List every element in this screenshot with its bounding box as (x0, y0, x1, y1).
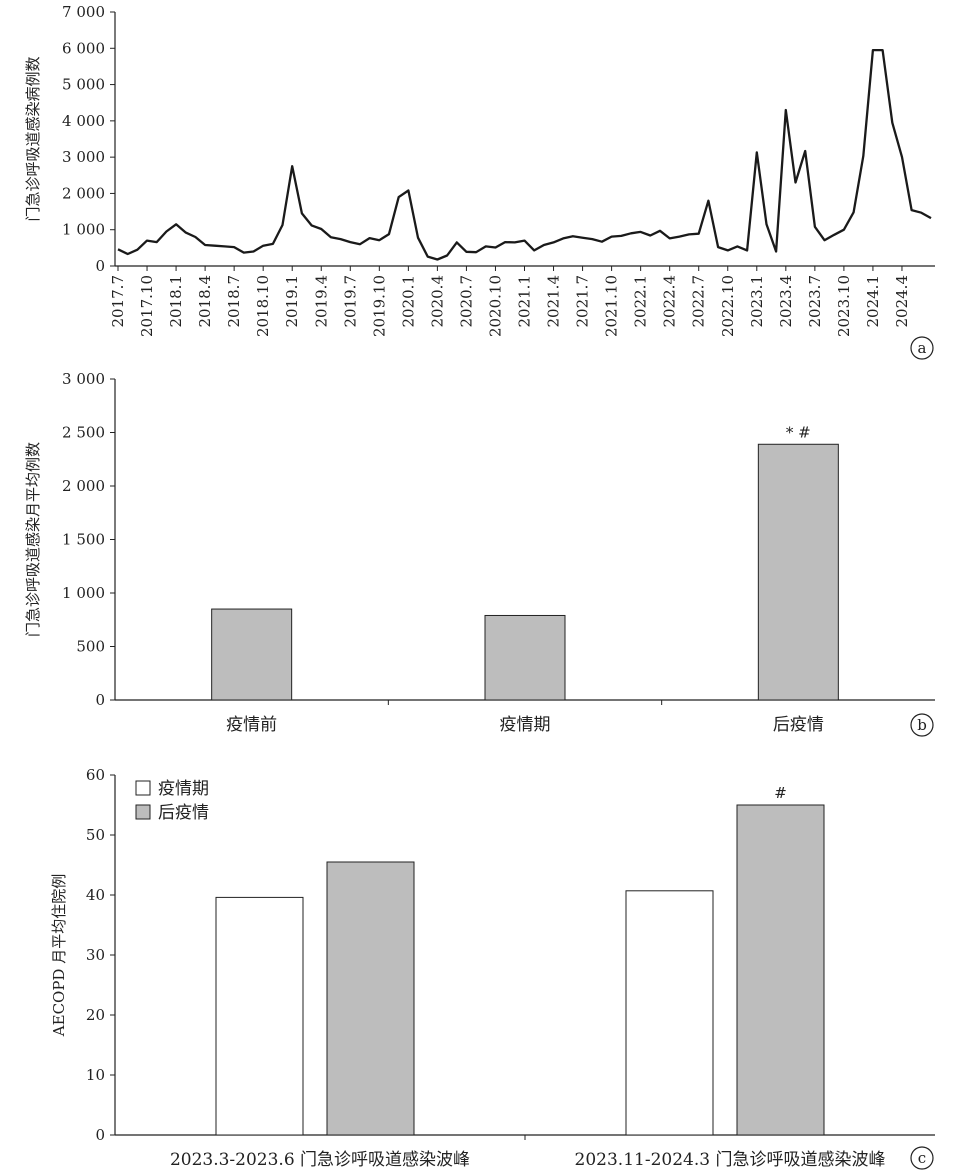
y-tick-label: 0 (95, 1126, 105, 1144)
y-tick-label: 2 000 (62, 477, 105, 495)
y-axis-label: AECOPD 月平均住院例 (50, 874, 68, 1037)
y-tick-label: 1 000 (62, 584, 105, 602)
series-line (117, 48, 932, 261)
x-tick-label: 2023.7 (806, 275, 824, 328)
y-tick-label: 30 (86, 946, 105, 964)
y-tick-label: 6 000 (62, 39, 105, 57)
x-tick-label: 2021.1 (516, 275, 534, 328)
y-tick-label: 2 500 (62, 424, 105, 442)
y-tick-label: 0 (95, 257, 105, 275)
legend-swatch (135, 780, 151, 796)
x-tick-label: 2018.1 (167, 275, 185, 328)
bar (757, 443, 839, 701)
panel-c: 0 10 20 30 40 50 60 2023.3-2023.6 门急诊呼吸道感染波峰 #20… (50, 766, 935, 1170)
y-tick-label: 2 000 (62, 184, 105, 202)
panel-label-circle (910, 336, 934, 360)
bar (625, 890, 714, 1136)
x-tick-label: 2023.10 (835, 275, 853, 337)
category-label: 后疫情 (773, 715, 824, 735)
x-tick-label: 2023.1 (748, 275, 766, 328)
bar (211, 608, 293, 701)
bar (326, 861, 415, 1136)
x-tick-label: 2018.10 (254, 275, 272, 337)
legend-label: 疫情期 (158, 779, 209, 799)
y-tick-label: 7 000 (62, 3, 105, 21)
x-tick-label: 2021.4 (545, 275, 563, 328)
panel-label: c (918, 1149, 926, 1167)
x-tick-label: 2023.4 (777, 275, 795, 328)
x-tick-label: 2018.7 (225, 275, 243, 328)
x-tick-label: 2022.7 (690, 275, 708, 328)
y-tick-label: 1 500 (62, 531, 105, 549)
y-tick-label: 1 000 (62, 221, 105, 239)
x-tick-label: 2021.7 (574, 275, 592, 328)
x-tick-label: 2024.4 (893, 275, 911, 328)
y-tick-label: 20 (86, 1006, 105, 1024)
x-tick-label: 2019.4 (312, 275, 330, 328)
y-tick-label: 4 000 (62, 112, 105, 130)
category-label: 疫情前 (226, 715, 277, 735)
panel-b: 0 500 1 000 1 500 2 000 2 500 3 000 疫情前 疫情期 后疫情 * … (24, 370, 935, 737)
y-tick-label: 40 (86, 886, 105, 904)
x-tick-label: 2019.1 (283, 275, 301, 328)
y-tick-label: 50 (86, 826, 105, 844)
x-tick-label: 2019.7 (341, 275, 359, 328)
significance-mark: # (774, 784, 787, 802)
x-tick-label: 2024.1 (864, 275, 882, 328)
x-tick-label: 2020.10 (486, 275, 504, 337)
panel-label-circle (910, 713, 934, 737)
x-tick-label: 2017.10 (138, 275, 156, 337)
category-label: 疫情期 (500, 715, 551, 735)
significance-mark: * # (786, 423, 811, 441)
x-tick-label: 2021.10 (603, 275, 621, 337)
x-tick-label: 2020.7 (457, 275, 475, 328)
x-tick-label: 2022.1 (632, 275, 650, 328)
panel-a: 0 1 000 2 000 3 000 4 000 5 000 6 000 7 000 2017… (24, 3, 935, 360)
x-tick-label: 2022.10 (719, 275, 737, 337)
bar (736, 804, 825, 1136)
x-tick-label: 2017.7 (109, 275, 127, 328)
category-label: 2023.3-2023.6 门急诊呼吸道感染波峰 (170, 1150, 470, 1170)
y-tick-label: 60 (86, 766, 105, 784)
y-tick-label: 10 (86, 1066, 105, 1084)
legend-swatch (135, 804, 151, 820)
bar (215, 896, 304, 1136)
x-tick-label: 2022.4 (661, 275, 679, 328)
bar (484, 614, 566, 701)
panel-label: a (918, 339, 927, 357)
y-tick-label: 5 000 (62, 76, 105, 94)
y-tick-label: 3 000 (62, 148, 105, 166)
x-tick-label: 2018.4 (196, 275, 214, 328)
y-tick-label: 3 000 (62, 370, 105, 388)
legend-label: 后疫情 (158, 803, 209, 823)
y-axis-label: 门急诊呼吸道感染病例数 (24, 56, 42, 221)
y-axis-label: 门急诊呼吸道感染月平均例数 (24, 442, 42, 637)
y-tick-label: 0 (95, 691, 105, 709)
x-tick-label: 2020.4 (428, 275, 446, 328)
panel-label-circle (910, 1146, 934, 1170)
category-label: 2023.11-2024.3 门急诊呼吸道感染波峰 (575, 1150, 886, 1170)
x-tick-label: 2020.1 (399, 275, 417, 328)
panel-label: b (917, 716, 927, 734)
y-tick-label: 500 (76, 638, 105, 656)
x-tick-label: 2019.10 (370, 275, 388, 337)
